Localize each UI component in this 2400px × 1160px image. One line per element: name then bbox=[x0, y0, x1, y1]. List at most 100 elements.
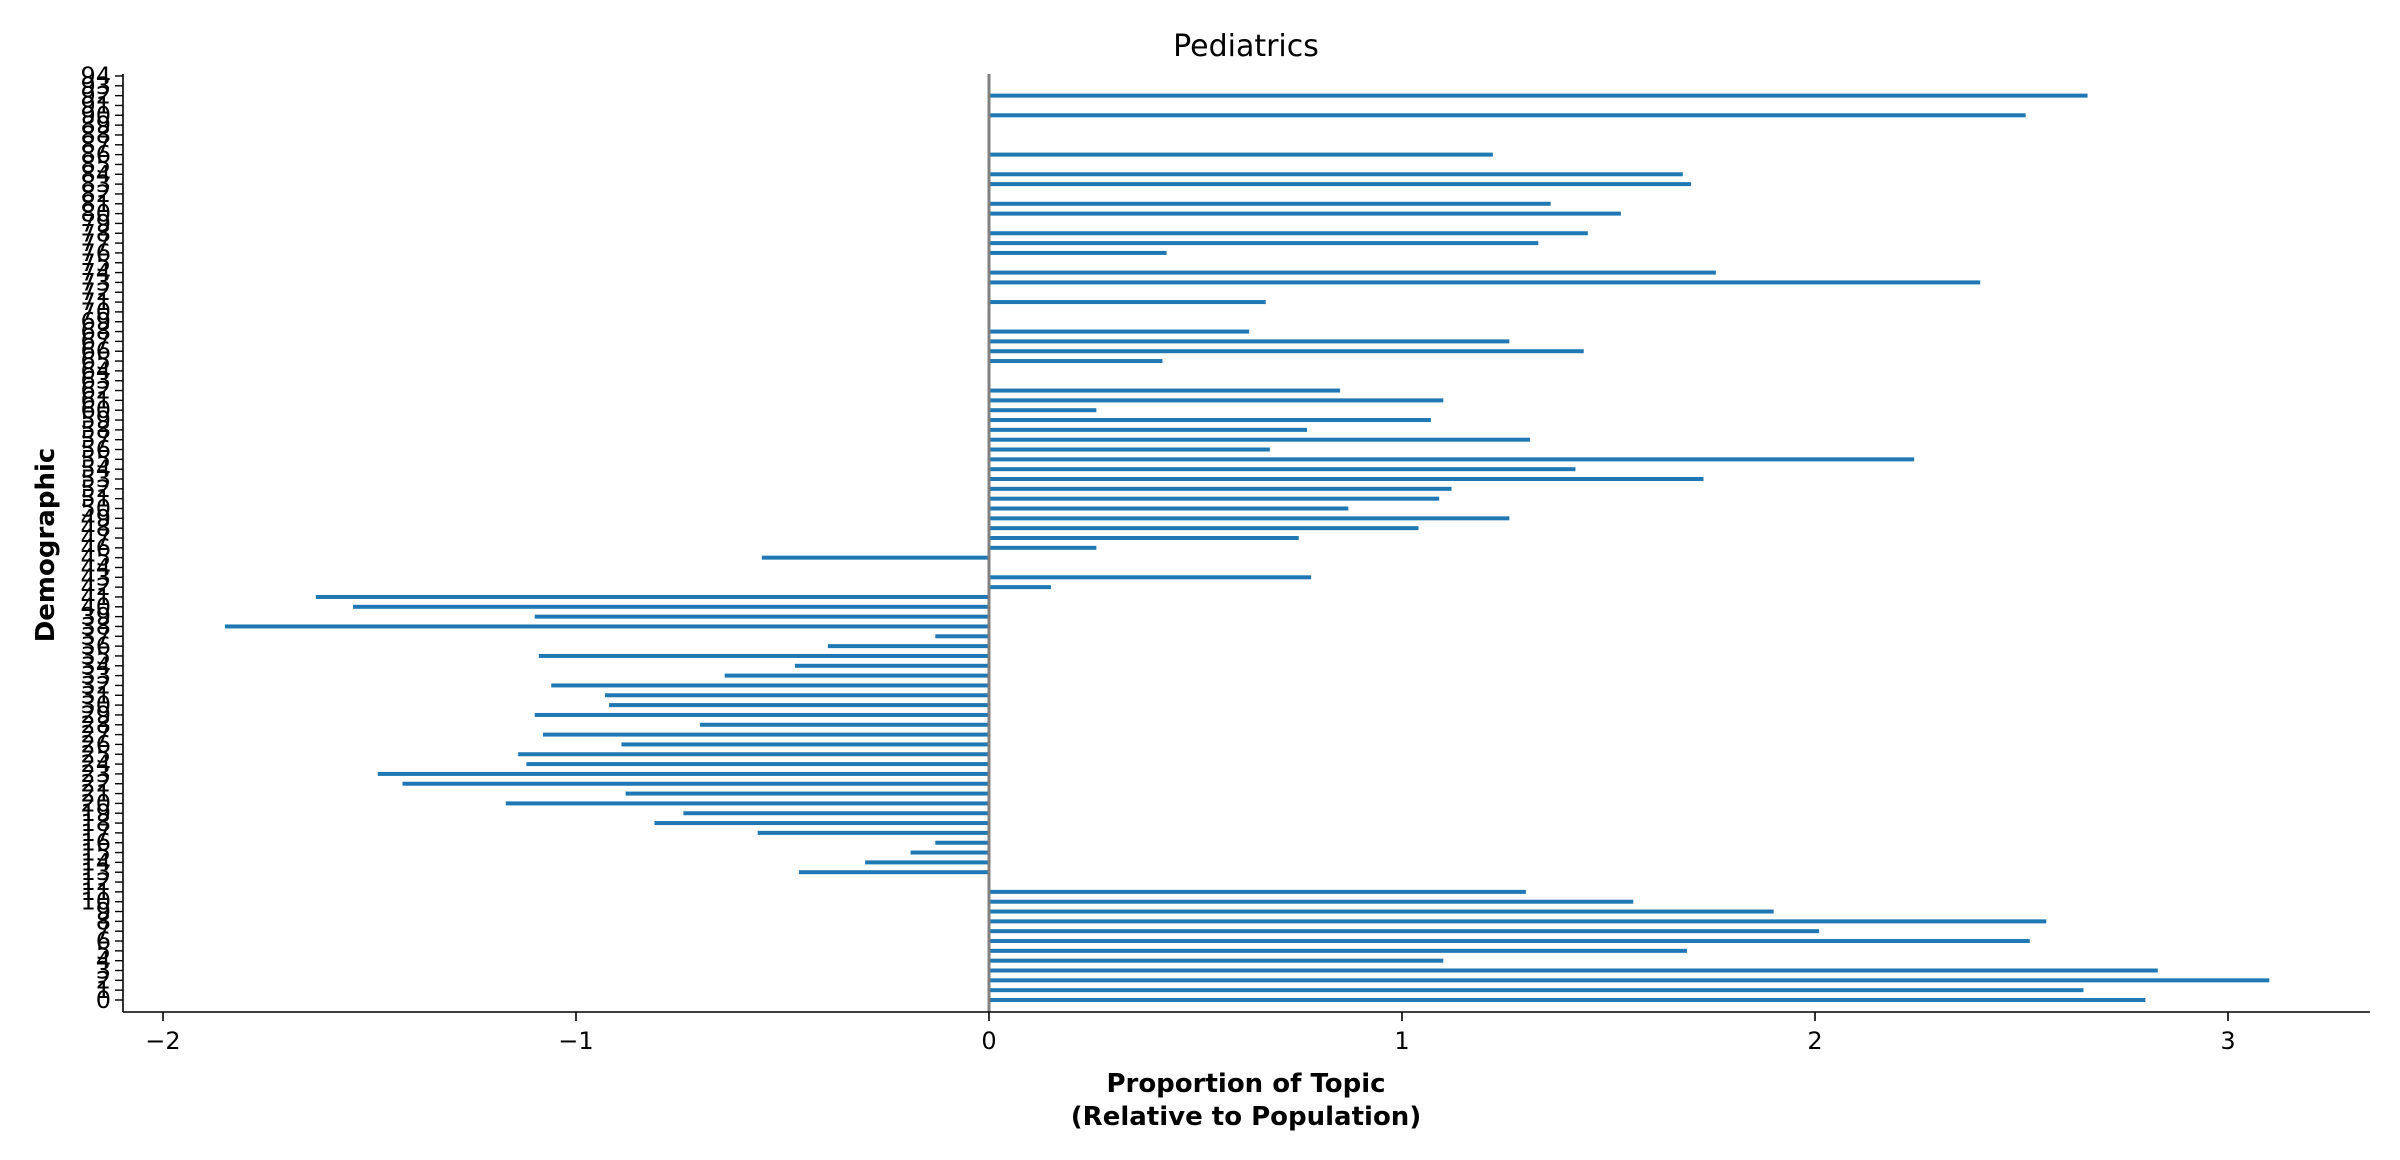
y-tick-label: 53 bbox=[80, 465, 111, 493]
bar-20 bbox=[505, 801, 989, 806]
y-tick-label: 20 bbox=[80, 789, 111, 817]
y-tick-label: 15 bbox=[80, 839, 111, 867]
y-tick-label: 40 bbox=[80, 593, 111, 621]
x-tick-label: 0 bbox=[981, 1027, 996, 1055]
y-tick-label: 75 bbox=[80, 249, 111, 277]
bar-33 bbox=[724, 673, 989, 678]
bar-18 bbox=[654, 821, 989, 826]
y-tick-label: 29 bbox=[80, 701, 111, 729]
y-tick-label: 93 bbox=[80, 72, 111, 100]
bar-62 bbox=[989, 388, 1341, 393]
bar-77 bbox=[989, 241, 1539, 246]
bar-34 bbox=[794, 663, 989, 668]
bar-59 bbox=[989, 418, 1431, 423]
y-tick-label: 16 bbox=[80, 829, 111, 857]
y-tick-label: 66 bbox=[80, 337, 111, 365]
bar-45 bbox=[761, 555, 989, 560]
bar-30 bbox=[609, 703, 989, 708]
y-tick-label: 36 bbox=[80, 632, 111, 660]
y-tick-label: 13 bbox=[80, 858, 111, 886]
bar-76 bbox=[989, 250, 1167, 255]
bar-84 bbox=[989, 172, 1683, 177]
bar-57 bbox=[989, 437, 1531, 442]
bar-39 bbox=[534, 614, 989, 619]
y-tick-label: 26 bbox=[80, 730, 111, 758]
y-tick-label: 81 bbox=[80, 190, 111, 218]
bar-71 bbox=[989, 300, 1266, 305]
bar-49 bbox=[989, 516, 1510, 521]
y-tick-label: 32 bbox=[80, 671, 111, 699]
bar-3 bbox=[989, 968, 2158, 973]
y-tick-label: 42 bbox=[80, 573, 111, 601]
x-axis-label-line-1: Proportion of Topic bbox=[1106, 1069, 1385, 1099]
y-tick-label: 30 bbox=[80, 691, 111, 719]
bar-41 bbox=[315, 594, 989, 599]
y-tick-label: 19 bbox=[80, 799, 111, 827]
y-tick-label: 88 bbox=[80, 121, 111, 149]
y-tick-label: 31 bbox=[80, 681, 111, 709]
bar-26 bbox=[621, 742, 989, 747]
y-tick-label: 47 bbox=[80, 524, 111, 552]
bar-23 bbox=[377, 771, 989, 776]
y-tick-label: 62 bbox=[80, 377, 111, 405]
y-tick-label: 43 bbox=[80, 563, 111, 591]
bar-52 bbox=[989, 486, 1452, 491]
bar-4 bbox=[989, 958, 1444, 963]
y-tick-label: 76 bbox=[80, 239, 111, 267]
y-tick-label: 86 bbox=[80, 141, 111, 169]
bar-24 bbox=[526, 762, 989, 767]
y-tick-label: 52 bbox=[80, 475, 111, 503]
bar-7 bbox=[989, 929, 1820, 934]
bar-86 bbox=[989, 152, 1493, 157]
bar-50 bbox=[989, 506, 1349, 511]
y-tick-label: 44 bbox=[80, 553, 111, 581]
bar-5 bbox=[989, 948, 1687, 953]
y-tick-label: 11 bbox=[80, 878, 111, 906]
bar-35 bbox=[538, 653, 989, 658]
bar-15 bbox=[910, 850, 989, 855]
bar-68 bbox=[989, 329, 1250, 334]
bar-53 bbox=[989, 477, 1704, 482]
bar-66 bbox=[989, 349, 1584, 354]
y-tick-label: 28 bbox=[80, 711, 111, 739]
x-tick-label: 1 bbox=[1394, 1027, 1409, 1055]
y-tick-label: 69 bbox=[80, 308, 111, 336]
y-tick-label: 39 bbox=[80, 603, 111, 631]
bar-56 bbox=[989, 447, 1270, 452]
bar-42 bbox=[989, 585, 1051, 590]
bar-65 bbox=[989, 359, 1163, 364]
bar-40 bbox=[352, 604, 990, 609]
bar-10 bbox=[989, 899, 1634, 904]
y-tick-label: 1 bbox=[96, 976, 111, 1004]
y-tick-label: 85 bbox=[80, 150, 111, 178]
bar-37 bbox=[935, 634, 989, 639]
y-tick-label: 90 bbox=[80, 101, 111, 129]
bar-25 bbox=[518, 752, 989, 757]
x-tick-label: 3 bbox=[2220, 1027, 2235, 1055]
y-tick-label: 80 bbox=[80, 200, 111, 228]
bar-54 bbox=[989, 467, 1576, 472]
y-tick-label: 12 bbox=[80, 868, 111, 896]
y-ticks-group: 0123456789101112131415161718192021222324… bbox=[80, 62, 123, 1014]
bar-51 bbox=[989, 496, 1440, 501]
y-tick-label: 87 bbox=[80, 131, 111, 159]
bar-2 bbox=[989, 978, 2270, 983]
x-tick-label: −1 bbox=[558, 1027, 593, 1055]
y-tick-label: 6 bbox=[96, 927, 111, 955]
bar-27 bbox=[542, 732, 989, 737]
y-tick-label: 82 bbox=[80, 180, 111, 208]
y-tick-label: 7 bbox=[96, 917, 111, 945]
x-axis-label-line-2: (Relative to Population) bbox=[1071, 1102, 1421, 1132]
y-tick-label: 67 bbox=[80, 327, 111, 355]
y-tick-label: 58 bbox=[80, 416, 111, 444]
y-tick-label: 55 bbox=[80, 445, 111, 473]
y-tick-label: 22 bbox=[80, 770, 111, 798]
y-tick-label: 23 bbox=[80, 760, 111, 788]
bar-9 bbox=[989, 909, 1774, 914]
y-tick-label: 77 bbox=[80, 229, 111, 257]
bar-61 bbox=[989, 398, 1444, 403]
y-tick-label: 46 bbox=[80, 534, 111, 562]
bar-83 bbox=[989, 182, 1692, 187]
y-tick-label: 91 bbox=[80, 91, 111, 119]
y-tick-label: 83 bbox=[80, 170, 111, 198]
